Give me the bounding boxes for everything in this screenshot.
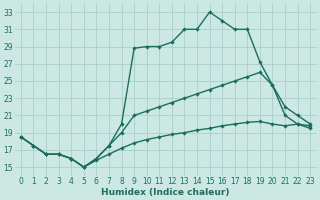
- X-axis label: Humidex (Indice chaleur): Humidex (Indice chaleur): [101, 188, 230, 197]
